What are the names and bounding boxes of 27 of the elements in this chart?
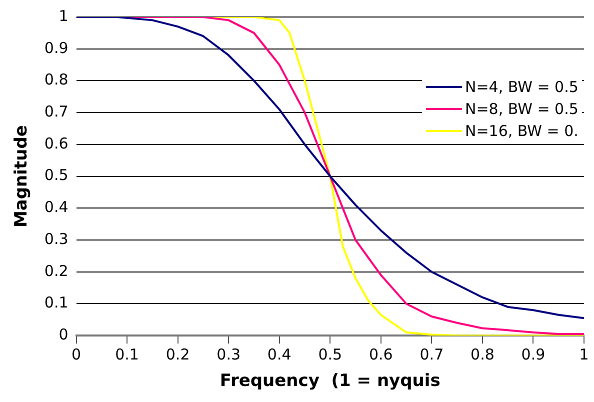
y-tick-label: 0.1 [44, 294, 68, 312]
x-tick-label: 0 [71, 345, 82, 364]
y-axis-title: Magnitude [12, 125, 32, 228]
x-tick-label: 0.2 [166, 345, 190, 364]
x-tick-label: 0.3 [216, 345, 241, 364]
legend-label: N=8, BW = 0.5 [465, 99, 578, 120]
x-tick-label: 0.7 [420, 345, 444, 364]
y-tick-label: 0.4 [44, 198, 68, 216]
y-tick-label: 0.6 [44, 134, 68, 152]
x-tick-label: 0.5 [318, 345, 342, 364]
y-tick-label: 0.9 [44, 38, 68, 57]
y-tick-label: 0.5 [44, 166, 68, 184]
x-tick-label: 0.9 [521, 345, 546, 364]
y-tick-label: 0.3 [44, 230, 68, 248]
legend-label: N=4, BW = 0.5 [465, 77, 578, 98]
x-tick-label: 0.1 [115, 345, 139, 364]
y-tick-label: 0.8 [44, 70, 68, 89]
y-tick-label: 1 [58, 6, 68, 25]
y-tick-label: 0 [58, 325, 68, 344]
legend-label: N=16, BW = 0. [465, 121, 578, 142]
y-tick-label: 0.7 [44, 102, 68, 120]
x-tick-label: 0.4 [267, 345, 292, 364]
x-tick-label: 0.6 [368, 345, 393, 364]
y-tick-label: 0.2 [44, 262, 68, 280]
x-tick-label: 1 [579, 345, 589, 364]
x-tick-label: 0.8 [470, 345, 494, 364]
x-axis-title: Frequency (1 = nyquis [220, 371, 440, 392]
